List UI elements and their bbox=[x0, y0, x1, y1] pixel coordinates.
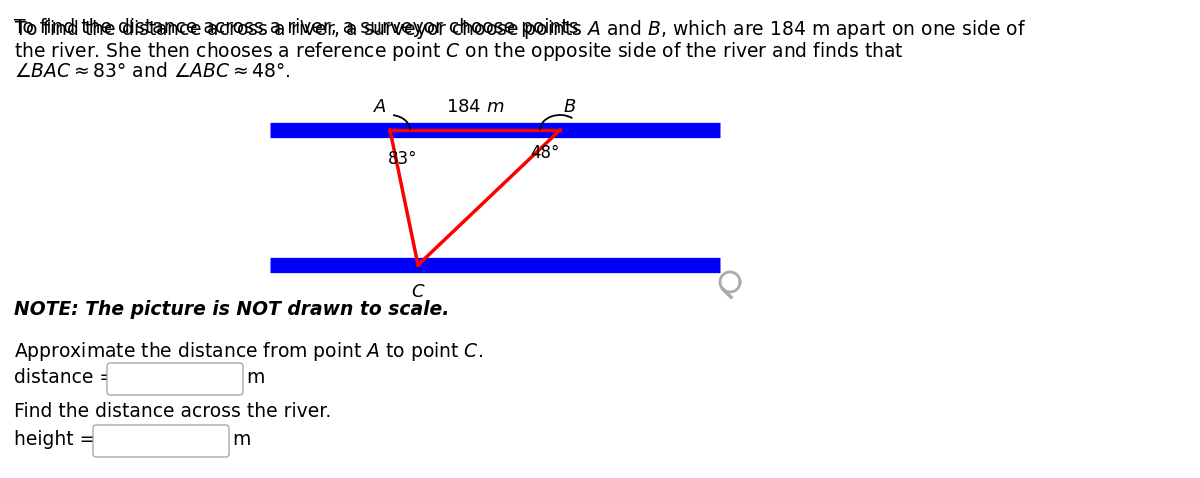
Text: $\angle BAC \approx 83°$ and $\angle ABC \approx 48°$.: $\angle BAC \approx 83°$ and $\angle ABC… bbox=[14, 62, 290, 81]
Text: 83°: 83° bbox=[388, 150, 418, 168]
FancyBboxPatch shape bbox=[107, 363, 242, 395]
Text: m: m bbox=[232, 430, 251, 449]
Text: To find the distance across a river, a surveyor choose points $A$ and $B$, which: To find the distance across a river, a s… bbox=[14, 18, 1026, 41]
Text: Approximate the distance from point $A$ to point $C$.: Approximate the distance from point $A$ … bbox=[14, 340, 482, 363]
FancyBboxPatch shape bbox=[94, 425, 229, 457]
Text: height =: height = bbox=[14, 430, 95, 449]
Text: the river. She then chooses a reference point $C$ on the opposite side of the ri: the river. She then chooses a reference … bbox=[14, 40, 904, 63]
Text: NOTE: The picture is NOT drawn to scale.: NOTE: The picture is NOT drawn to scale. bbox=[14, 300, 449, 319]
Text: m: m bbox=[246, 368, 264, 387]
Text: Find the distance across the river.: Find the distance across the river. bbox=[14, 402, 331, 421]
Text: $C$: $C$ bbox=[410, 283, 425, 301]
Text: 48°: 48° bbox=[530, 144, 559, 162]
Text: To find the distance across a river, a surveyor choose points: To find the distance across a river, a s… bbox=[14, 18, 584, 37]
Text: distance =: distance = bbox=[14, 368, 115, 387]
Text: $A$: $A$ bbox=[373, 98, 388, 116]
Text: $B$: $B$ bbox=[563, 98, 577, 116]
Text: $184\ m$: $184\ m$ bbox=[445, 98, 504, 116]
